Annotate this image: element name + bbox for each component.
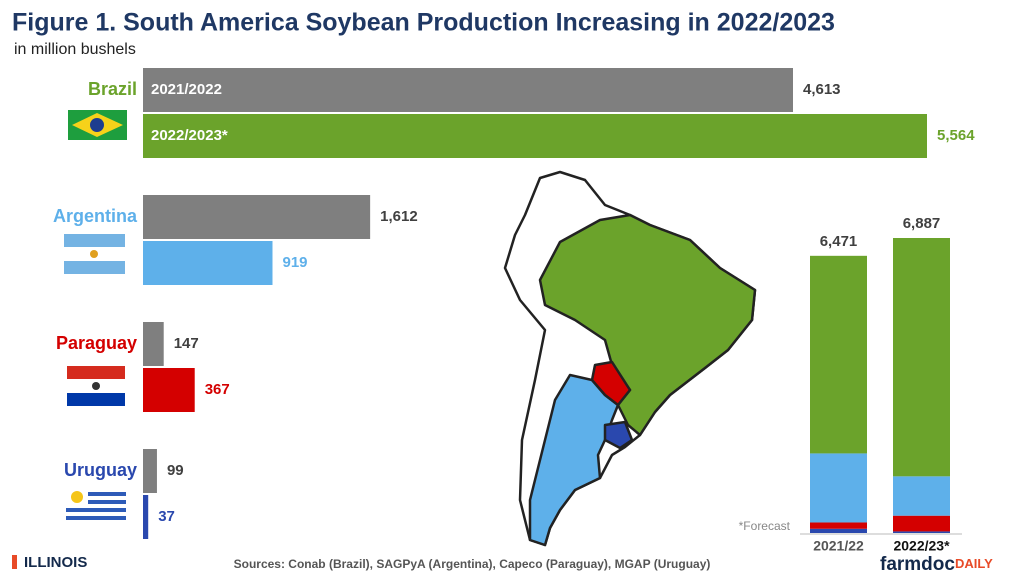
bar: [143, 322, 164, 366]
flag-uruguay: [66, 488, 126, 524]
bar: [143, 241, 273, 285]
stack-segment: [810, 528, 867, 533]
value-label: 147: [174, 335, 199, 352]
source: Sources: Conab (Brazil), SAGPyA (Argenti…: [234, 557, 711, 571]
country-label: Argentina: [53, 206, 138, 226]
value-label: 919: [282, 254, 307, 271]
map: [503, 170, 757, 547]
stack-segment: [893, 515, 950, 532]
subtitle: in million bushels: [14, 41, 136, 58]
x-tick-label: 2021/22: [813, 538, 864, 554]
series-label: 2022/2023*: [151, 127, 228, 144]
stack-segment: [893, 238, 950, 477]
value-label: 367: [205, 381, 230, 398]
logo-suffix: DAILY: [955, 556, 993, 571]
stack-segment: [810, 522, 867, 529]
value-label: 37: [158, 508, 175, 525]
logo-mark: [12, 555, 17, 569]
note: *Forecast: [739, 519, 791, 533]
bar: [143, 195, 371, 239]
total-label: 6,887: [903, 215, 941, 232]
country-label: Paraguay: [56, 333, 137, 353]
logo-farmdoc: farmdocDAILY: [880, 554, 993, 575]
value-label: 4,613: [803, 81, 841, 98]
value-label: 5,564: [937, 127, 975, 144]
bar: [143, 68, 793, 112]
title: Figure 1. South America Soybean Producti…: [12, 9, 835, 37]
bar: [143, 368, 195, 412]
stack-segment: [893, 531, 950, 533]
logo-illinois: ILLINOIS: [24, 554, 87, 571]
value-label: 1,612: [380, 208, 418, 225]
flag-argentina: [64, 234, 125, 274]
total-label: 6,471: [820, 233, 858, 250]
logo-main: farmdoc: [880, 554, 955, 575]
stack-segment: [810, 255, 867, 454]
flag-paraguay: [67, 366, 125, 406]
x-tick-label: 2022/23*: [893, 538, 950, 554]
series-label: 2021/2022: [151, 81, 222, 98]
country-label: Uruguay: [64, 460, 137, 480]
stack-segment: [810, 453, 867, 523]
value-label: 99: [167, 462, 184, 479]
bar: [143, 495, 149, 539]
bar: [143, 114, 927, 158]
bar: [143, 449, 157, 493]
stack-segment: [893, 476, 950, 516]
country-label: Brazil: [88, 79, 137, 99]
flag-brazil: [68, 110, 127, 140]
